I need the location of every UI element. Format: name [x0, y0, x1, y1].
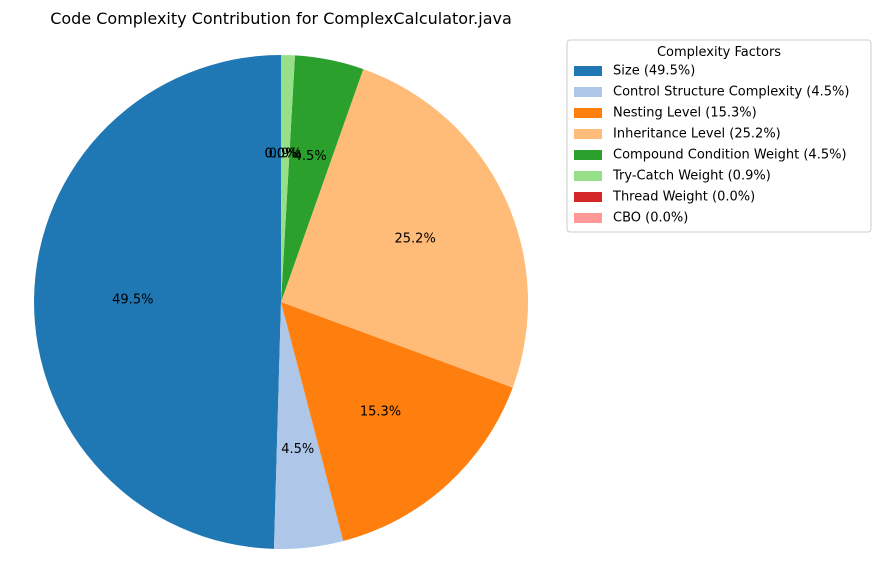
- pie-slice-try-catch-weight: [281, 55, 295, 302]
- legend-label-compound-condition-weight: Compound Condition Weight (4.5%): [613, 148, 847, 163]
- legend-label-control-structure-complexity: Control Structure Complexity (4.5%): [613, 85, 849, 100]
- legend-label-nesting-level: Nesting Level (15.3%): [613, 106, 757, 121]
- slice-label-size: 49.5%: [112, 292, 153, 307]
- legend-swatch-thread-weight: [574, 192, 602, 202]
- legend: Complexity Factors Size (49.5%) Control S…: [566, 39, 872, 233]
- pie-slice-size: [34, 55, 281, 549]
- legend-title: Complexity Factors: [657, 45, 781, 60]
- pie-slice-inheritance-level: [281, 69, 528, 388]
- pie-slice-compound-condition-weight: [281, 55, 364, 303]
- legend-swatch-cbo: [574, 213, 602, 223]
- legend-swatch-compound-condition-weight: [574, 150, 602, 160]
- pie-slice-nesting-level: [281, 302, 513, 542]
- legend-label-size: Size (49.5%): [613, 64, 695, 79]
- legend-swatch-control-structure-complexity: [574, 87, 602, 97]
- pie-slice-labels: 49.5%4.5%15.3%25.2%4.5%0.9%0.0%0.0%: [112, 146, 436, 456]
- slice-label-try-catch-weight: 0.9%: [269, 146, 302, 161]
- slice-label-control-structure-complexity: 4.5%: [281, 442, 314, 457]
- slice-label-inheritance-level: 25.2%: [395, 232, 436, 247]
- legend-swatch-inheritance-level: [574, 129, 602, 139]
- legend-swatch-nesting-level: [574, 108, 602, 118]
- legend-label-cbo: CBO (0.0%): [613, 211, 688, 226]
- legend-label-thread-weight: Thread Weight (0.0%): [612, 190, 755, 205]
- slice-label-nesting-level: 15.3%: [360, 404, 401, 419]
- slice-label-thread-weight: 0.0%: [264, 146, 297, 161]
- pie-slice-control-structure-complexity: [274, 302, 344, 549]
- pie-slices: [34, 55, 528, 549]
- legend-label-try-catch-weight: Try-Catch Weight (0.9%): [612, 169, 771, 184]
- legend-frame: [566, 39, 872, 233]
- chart-title: Code Complexity Contribution for Complex…: [50, 9, 512, 28]
- legend-label-inheritance-level: Inheritance Level (25.2%): [613, 127, 781, 142]
- legend-swatch-size: [574, 66, 602, 76]
- legend-swatch-try-catch-weight: [574, 171, 602, 181]
- slice-label-cbo: 0.0%: [264, 146, 297, 161]
- slice-label-compound-condition-weight: 4.5%: [294, 149, 327, 164]
